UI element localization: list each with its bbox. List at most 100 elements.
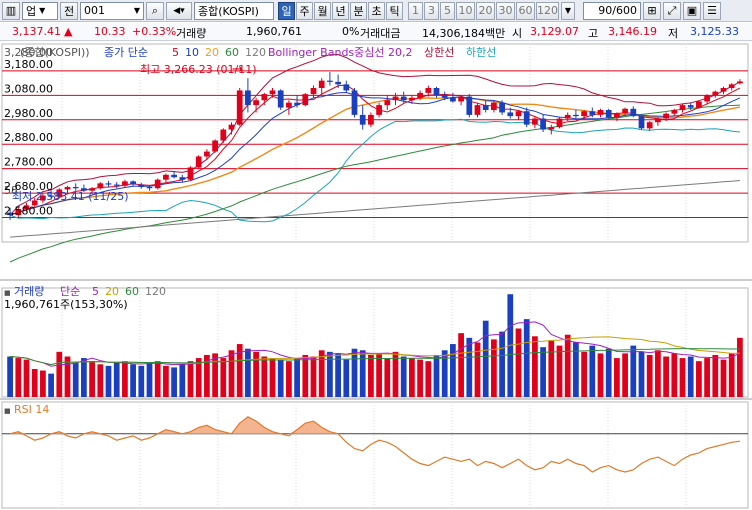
candle-body xyxy=(245,90,251,106)
code-input[interactable]: 001 ▼ xyxy=(80,1,144,20)
volume-panel-label: 거래량 xyxy=(14,285,44,298)
candle-body xyxy=(376,105,382,115)
volume-bar xyxy=(482,320,489,397)
scale-icon[interactable]: ⤢ xyxy=(663,1,681,20)
volume-bar xyxy=(130,364,136,397)
interval-tab[interactable]: 20 xyxy=(476,1,495,20)
rsi-panel-label: RSI 14 xyxy=(14,403,49,416)
volume-bar xyxy=(163,365,169,397)
candle-body xyxy=(31,200,38,206)
candle-body xyxy=(540,118,546,130)
open-value: 3,129.07 xyxy=(530,25,579,38)
volume-bar xyxy=(318,350,325,397)
candle-body xyxy=(515,111,522,117)
candle-body xyxy=(48,195,54,197)
candle-body xyxy=(523,111,530,125)
save-icon[interactable]: ▣ xyxy=(683,1,701,20)
volume-bar xyxy=(204,354,210,397)
interval-dropdown-icon[interactable]: ▼ xyxy=(561,1,575,20)
candle-body xyxy=(655,118,661,123)
candle-body xyxy=(64,187,71,190)
settings-icon[interactable]: ☰ xyxy=(703,1,721,20)
chevron-down-icon: ▼ xyxy=(133,6,140,15)
volume-bar xyxy=(335,353,341,397)
candle-body xyxy=(474,105,481,115)
candle-body xyxy=(384,100,391,106)
volume-bar xyxy=(614,358,620,397)
search-icon[interactable]: ⌕ xyxy=(146,1,164,20)
volume-bar xyxy=(171,367,177,397)
candle-body xyxy=(97,183,104,189)
high-value: 3,146.19 xyxy=(608,25,657,38)
current-price: 3,137.41 xyxy=(12,25,61,38)
interval-tab[interactable]: 3 xyxy=(424,1,439,20)
bollinger-upper-label: 상한선 xyxy=(424,46,454,59)
volume-bar xyxy=(638,351,645,397)
chart-tools-icon[interactable]: ⊞ xyxy=(643,1,661,20)
data-count-field[interactable]: 90/600 xyxy=(583,1,641,20)
ma-120-line xyxy=(10,180,740,238)
period-tab[interactable]: 초 xyxy=(368,1,385,20)
chart-area[interactable]: 3,280.00 (종합(KOSPI)) 종가 단순 5 10 20 60 120 Bollin… xyxy=(0,42,752,510)
amount-value: 14,306,184백만 xyxy=(422,27,506,40)
volume-bar xyxy=(663,356,669,397)
volume-bar xyxy=(261,356,268,397)
chevron-down-icon: ▼ xyxy=(39,6,46,15)
index-name-field[interactable]: 종합(KOSPI) xyxy=(194,1,274,20)
candle-body xyxy=(679,105,686,110)
candle-body xyxy=(507,112,514,117)
rsi-panel-icon: ■ xyxy=(4,407,11,415)
interval-tab[interactable]: 60 xyxy=(516,1,535,20)
volume-ma-period: 60 xyxy=(125,285,139,298)
bollinger-upper-line xyxy=(9,53,741,216)
volume-bar xyxy=(359,350,366,397)
screen-menu-icon[interactable]: ▥ xyxy=(2,1,20,20)
bollinger-lower-line xyxy=(9,118,740,223)
interval-tab[interactable]: 10 xyxy=(456,1,475,20)
interval-tab[interactable]: 120 xyxy=(536,1,559,20)
low-value: 3,125.33 xyxy=(690,25,739,38)
interval-tab[interactable]: 30 xyxy=(496,1,515,20)
candle-body xyxy=(491,102,497,110)
candle-body xyxy=(212,140,218,152)
price-axis-label: 2,580.00 xyxy=(4,205,53,218)
period-tab[interactable]: 틱 xyxy=(386,1,403,20)
period-tab[interactable]: 일 xyxy=(278,1,295,20)
candle-body xyxy=(179,177,186,180)
period-tab[interactable]: 분 xyxy=(350,1,367,20)
volume-bar xyxy=(581,351,587,397)
volume-bar xyxy=(523,319,530,397)
panel-frame xyxy=(1,401,749,509)
volume-bar xyxy=(187,361,194,397)
volume-ma-period: 20 xyxy=(105,285,119,298)
candle-body xyxy=(589,111,596,115)
volume-bar xyxy=(425,361,432,397)
candle-body xyxy=(23,205,30,209)
max-price-annotation: 최고 3,266.23 (01/11) xyxy=(140,63,257,76)
candle-body xyxy=(597,110,604,115)
candle-body xyxy=(253,100,259,106)
period-tab[interactable]: 년 xyxy=(332,1,349,20)
candle-body xyxy=(171,174,177,178)
volume-bar xyxy=(195,358,202,397)
period-tab[interactable]: 월 xyxy=(314,1,331,20)
volume-bar xyxy=(540,347,546,397)
interval-tab[interactable]: 5 xyxy=(440,1,455,20)
volume-bar xyxy=(122,361,128,397)
period-tab[interactable]: 주 xyxy=(296,1,313,20)
volume-bar xyxy=(23,359,30,397)
speaker-icon[interactable]: ◀▾ xyxy=(166,1,192,20)
candle-body xyxy=(7,212,13,216)
rsi-line xyxy=(9,416,740,473)
volume-value-text: 1,960,761주(153,30%) xyxy=(4,298,128,311)
candle-body xyxy=(187,167,194,180)
interval-tab[interactable]: 1 xyxy=(408,1,423,20)
volume-bar xyxy=(409,358,415,397)
candle-body xyxy=(614,113,620,118)
type-button[interactable]: 전 xyxy=(60,1,78,20)
market-select[interactable]: 업 ▼ xyxy=(22,1,58,20)
price-axis-label: 2,780.00 xyxy=(4,156,53,169)
candle-body xyxy=(154,179,161,189)
volume-bar xyxy=(269,358,276,397)
candle-body xyxy=(663,113,669,119)
